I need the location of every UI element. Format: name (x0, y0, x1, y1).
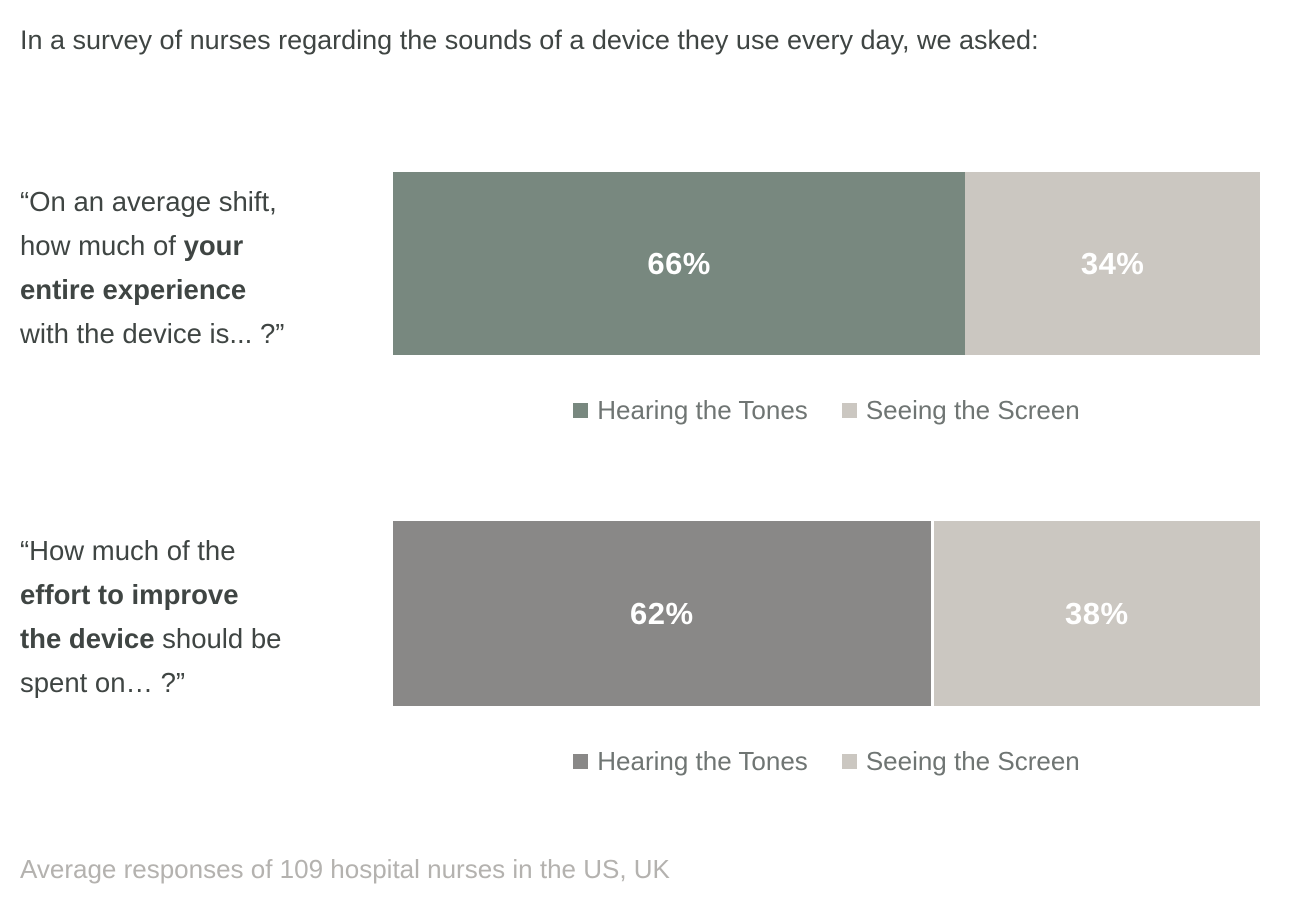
chart-1: 66% 34% Hearing the Tones Seeing the Scr… (393, 172, 1260, 425)
footnote: Average responses of 109 hospital nurses… (20, 854, 670, 884)
survey-row-effort: “How much of the effort to improve the d… (0, 521, 1296, 776)
chart-2: 62% 38% Hearing the Tones Seeing the Scr… (393, 521, 1260, 776)
hearing-tones-swatch-icon (573, 402, 589, 418)
legend-2-seeing-label: Seeing the Screen (865, 746, 1080, 776)
page-title: In a survey of nurses regarding the soun… (20, 25, 1039, 55)
seeing-screen-swatch-icon (841, 402, 857, 418)
bar-1-seeing-value-label: 34% (1080, 245, 1145, 281)
bar-1-segment-hearing-tones: 66% (393, 172, 966, 355)
bar-2-seeing-value-label: 38% (1064, 595, 1129, 631)
survey-row-experience: “On an average shift, how much of your e… (0, 172, 1296, 425)
bar-2-segment-hearing-tones: 62% (393, 521, 931, 706)
legend-1: Hearing the Tones Seeing the Screen (393, 395, 1260, 425)
legend-2-item-hearing-tones: Hearing the Tones (573, 746, 808, 776)
question-2-text: “How much of the effort to improve the d… (20, 535, 282, 698)
legend-2-item-seeing-screen: Seeing the Screen (841, 746, 1080, 776)
hearing-tones-swatch-icon (573, 753, 589, 769)
legend-2-hearing-label: Hearing the Tones (597, 746, 808, 776)
legend-1-item-seeing-screen: Seeing the Screen (841, 395, 1080, 425)
legend-1-item-hearing-tones: Hearing the Tones (573, 395, 808, 425)
bar-2-segment-seeing-screen: 38% (930, 521, 1260, 706)
question-1-text: “On an average shift, how much of your e… (20, 186, 285, 349)
legend-2: Hearing the Tones Seeing the Screen (393, 746, 1260, 776)
legend-1-hearing-label: Hearing the Tones (597, 395, 808, 425)
stacked-bar-2: 62% 38% (393, 521, 1260, 706)
stacked-bar-1: 66% 34% (393, 172, 1260, 355)
bar-2-hearing-value-label: 62% (629, 595, 694, 631)
bar-1-hearing-value-label: 66% (647, 245, 711, 281)
seeing-screen-swatch-icon (841, 753, 857, 769)
legend-1-seeing-label: Seeing the Screen (865, 395, 1080, 425)
bar-1-segment-seeing-screen: 34% (965, 172, 1260, 355)
